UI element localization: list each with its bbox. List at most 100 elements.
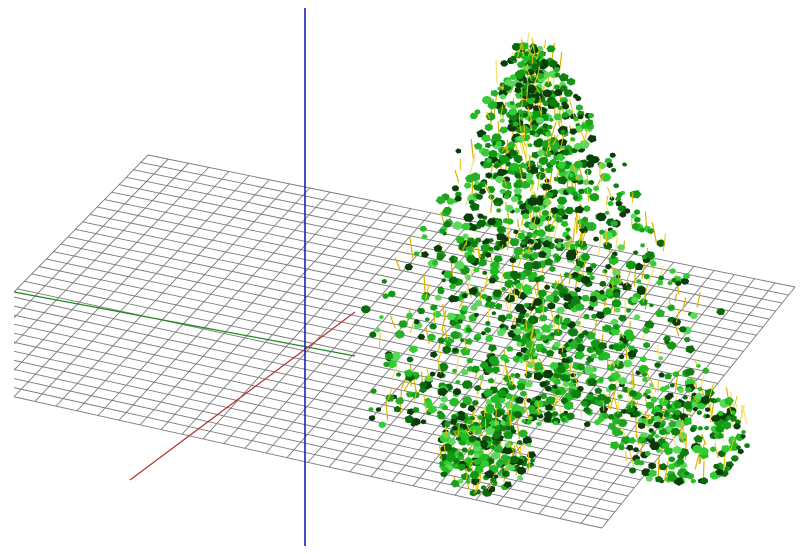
leaf (521, 172, 527, 177)
leaf (455, 380, 461, 385)
leaf (485, 142, 492, 149)
leaf (671, 278, 677, 283)
leaf (488, 246, 494, 251)
stem (647, 269, 655, 284)
leaf (494, 303, 502, 310)
leaf (658, 275, 665, 281)
leaf (501, 286, 507, 291)
stem (710, 400, 715, 423)
leaf (571, 271, 579, 279)
leaf (570, 389, 582, 399)
leaf (643, 274, 650, 280)
leaf (479, 361, 489, 370)
leaf (443, 220, 452, 228)
leaf (505, 313, 513, 320)
leaf (485, 405, 496, 414)
leaf (533, 139, 543, 148)
leaf (535, 116, 544, 124)
stem (476, 244, 482, 258)
leaf (478, 415, 484, 420)
leaf (659, 463, 668, 471)
leaf (556, 153, 566, 162)
leaf (715, 468, 724, 476)
leaf (640, 436, 646, 442)
leaf (648, 303, 654, 308)
leaf (558, 72, 569, 82)
stem (508, 443, 514, 451)
leaf (586, 222, 597, 232)
stem (503, 177, 508, 187)
stem (437, 351, 442, 364)
leaf (604, 211, 610, 215)
leaf (496, 208, 502, 213)
leaf (491, 311, 497, 316)
leaf (516, 439, 523, 445)
leaf (498, 241, 507, 248)
leaf (541, 210, 549, 216)
leaf (663, 446, 673, 456)
leaf (511, 43, 522, 51)
leaf (510, 270, 519, 279)
stem (521, 142, 527, 159)
leaf (667, 317, 674, 323)
stem (650, 379, 657, 392)
leaf (444, 270, 453, 279)
stem (645, 369, 652, 382)
leaf (443, 206, 452, 214)
leaf (646, 395, 652, 400)
leaf (619, 420, 626, 427)
leaf (693, 434, 703, 443)
leaf (591, 353, 598, 359)
leaf (450, 418, 458, 425)
leaf (474, 333, 482, 339)
leaf (438, 387, 448, 397)
leaf (419, 381, 428, 388)
leaf (650, 431, 657, 435)
leaf (644, 389, 651, 395)
leaf (446, 312, 456, 320)
leaf (492, 409, 503, 418)
leaf (685, 386, 692, 393)
leaf (724, 396, 734, 405)
leaf (453, 256, 459, 261)
stem (662, 395, 665, 402)
stem (723, 455, 726, 472)
leaf (641, 418, 648, 423)
leaf (696, 410, 703, 415)
stem (529, 210, 533, 222)
stem (494, 377, 497, 386)
grid-line (14, 323, 654, 465)
leaf (596, 212, 607, 222)
stem (466, 472, 468, 480)
leaf (451, 185, 459, 192)
leaf (587, 377, 598, 387)
stem (525, 63, 529, 71)
leaf (563, 89, 574, 97)
stem (533, 191, 538, 199)
stem (468, 459, 475, 468)
leaf (519, 204, 526, 210)
leaf (513, 187, 522, 195)
leaf (493, 255, 503, 263)
leaf (668, 420, 677, 428)
leaf (531, 110, 542, 118)
leaf (532, 352, 538, 357)
leaf (545, 215, 552, 221)
grid-line (111, 191, 763, 328)
stem (527, 43, 534, 57)
leaf (658, 356, 664, 361)
stem (501, 84, 504, 91)
leaf (553, 341, 562, 348)
leaf (535, 421, 542, 427)
leaf (515, 102, 522, 108)
leaf (460, 346, 471, 356)
leaf (436, 254, 444, 261)
leaf (668, 463, 676, 470)
leaf (477, 213, 484, 219)
leaf (556, 208, 566, 216)
stem (387, 387, 393, 401)
leaf (442, 405, 449, 411)
stem (545, 138, 551, 155)
leaf (496, 169, 507, 177)
leaf (492, 289, 503, 297)
